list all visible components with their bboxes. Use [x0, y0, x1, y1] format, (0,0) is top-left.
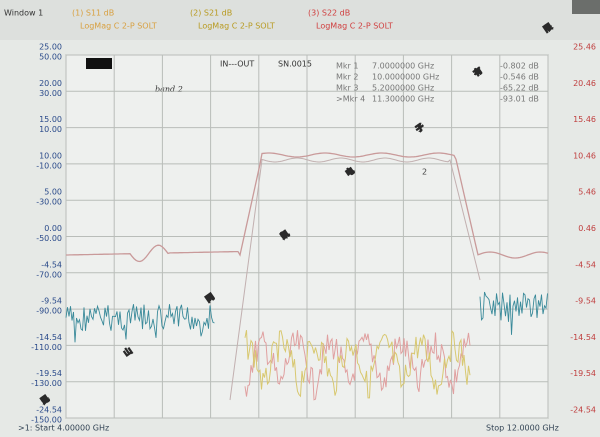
right-scale-label: -24.54 — [570, 406, 596, 415]
marker-freq: 7.0000000 GHz — [372, 62, 434, 71]
right-scale-label: 25.46 — [573, 43, 596, 52]
trace-noise — [65, 304, 215, 343]
marker-name: >Mkr 4 — [336, 95, 365, 104]
header-bar — [0, 0, 600, 40]
left-scale-label: -150.00 — [31, 416, 62, 425]
marker-value: -0.546 dB — [500, 73, 539, 82]
trace-name: (3) S22 dB — [308, 9, 350, 18]
trace-name: (2) S21 dB — [190, 9, 232, 18]
window-title: Window 1 — [4, 9, 43, 18]
trace-format: LogMag C 2-P SOLT — [80, 22, 157, 31]
trace-name: (1) S11 dB — [72, 9, 114, 18]
marker-name: Mkr 3 — [336, 84, 358, 93]
left-scale-label: -30.00 — [36, 198, 62, 207]
left-scale-label: 15.00 — [39, 115, 62, 124]
marker-value: -65.22 dB — [500, 84, 539, 93]
left-scale-label: 25.00 — [39, 43, 62, 52]
trace-s21-alt — [229, 157, 481, 401]
left-scale-label: 30.00 — [39, 89, 62, 98]
marker-name: Mkr 1 — [336, 62, 358, 71]
left-scale-label: 5.00 — [44, 188, 62, 197]
marker-freq: 11.300000 GHz — [372, 95, 434, 104]
left-scale-label: 0.00 — [44, 224, 62, 233]
left-scale-label: -19.54 — [36, 369, 62, 378]
left-scale-label: -14.54 — [36, 333, 62, 342]
left-scale-label: -9.54 — [41, 297, 62, 306]
status-block — [86, 58, 112, 69]
right-scale-label: -14.54 — [570, 333, 596, 342]
right-scale-label: 15.46 — [573, 115, 596, 124]
left-scale-label: -130.00 — [31, 379, 62, 388]
left-scale-label: -110.00 — [31, 343, 62, 352]
trace-marker: 2 — [422, 168, 427, 177]
marker-value: -0.802 dB — [500, 62, 539, 71]
trace-noise — [479, 291, 548, 335]
stop-freq: Stop 12.0000 GHz — [486, 424, 559, 433]
start-freq: >1: Start 4.00000 GHz — [18, 424, 109, 433]
right-scale-label: 20.46 — [573, 79, 596, 88]
left-scale-label: 50.00 — [39, 53, 62, 62]
corner-icon — [572, 0, 600, 14]
marker-value: -93.01 dB — [500, 95, 539, 104]
left-scale-label: -90.00 — [36, 307, 62, 316]
note: band 2 — [155, 85, 183, 94]
marker-name: Mkr 2 — [336, 73, 358, 82]
left-scale-label: -10.00 — [36, 161, 62, 170]
right-scale-label: 0.46 — [578, 224, 596, 233]
left-scale-label: 10.00 — [39, 125, 62, 134]
right-scale-label: -4.54 — [575, 260, 596, 269]
trace-format: LogMag C 2-P SOLT — [198, 22, 275, 31]
trace-return-loss — [244, 330, 471, 401]
left-scale-label: -50.00 — [36, 234, 62, 243]
left-scale-label: -4.54 — [41, 260, 62, 269]
right-scale-label: 5.46 — [578, 188, 596, 197]
trace-s21 — [66, 152, 549, 263]
left-scale-label: 20.00 — [39, 79, 62, 88]
left-scale-label: 10.00 — [39, 151, 62, 160]
right-scale-label: -9.54 — [575, 297, 596, 306]
plot-label: IN---OUT — [220, 60, 254, 69]
marker-freq: 10.0000000 GHz — [372, 73, 439, 82]
right-scale-label: -19.54 — [570, 369, 596, 378]
left-scale-label: -70.00 — [36, 270, 62, 279]
trace-return-loss — [244, 329, 471, 399]
marker-freq: 5.2000000 GHz — [372, 84, 434, 93]
serial: SN.0015 — [278, 60, 312, 69]
trace-format: LogMag C 2-P SOLT — [316, 22, 393, 31]
left-scale-label: -24.54 — [36, 406, 62, 415]
right-scale-label: 10.46 — [573, 151, 596, 160]
